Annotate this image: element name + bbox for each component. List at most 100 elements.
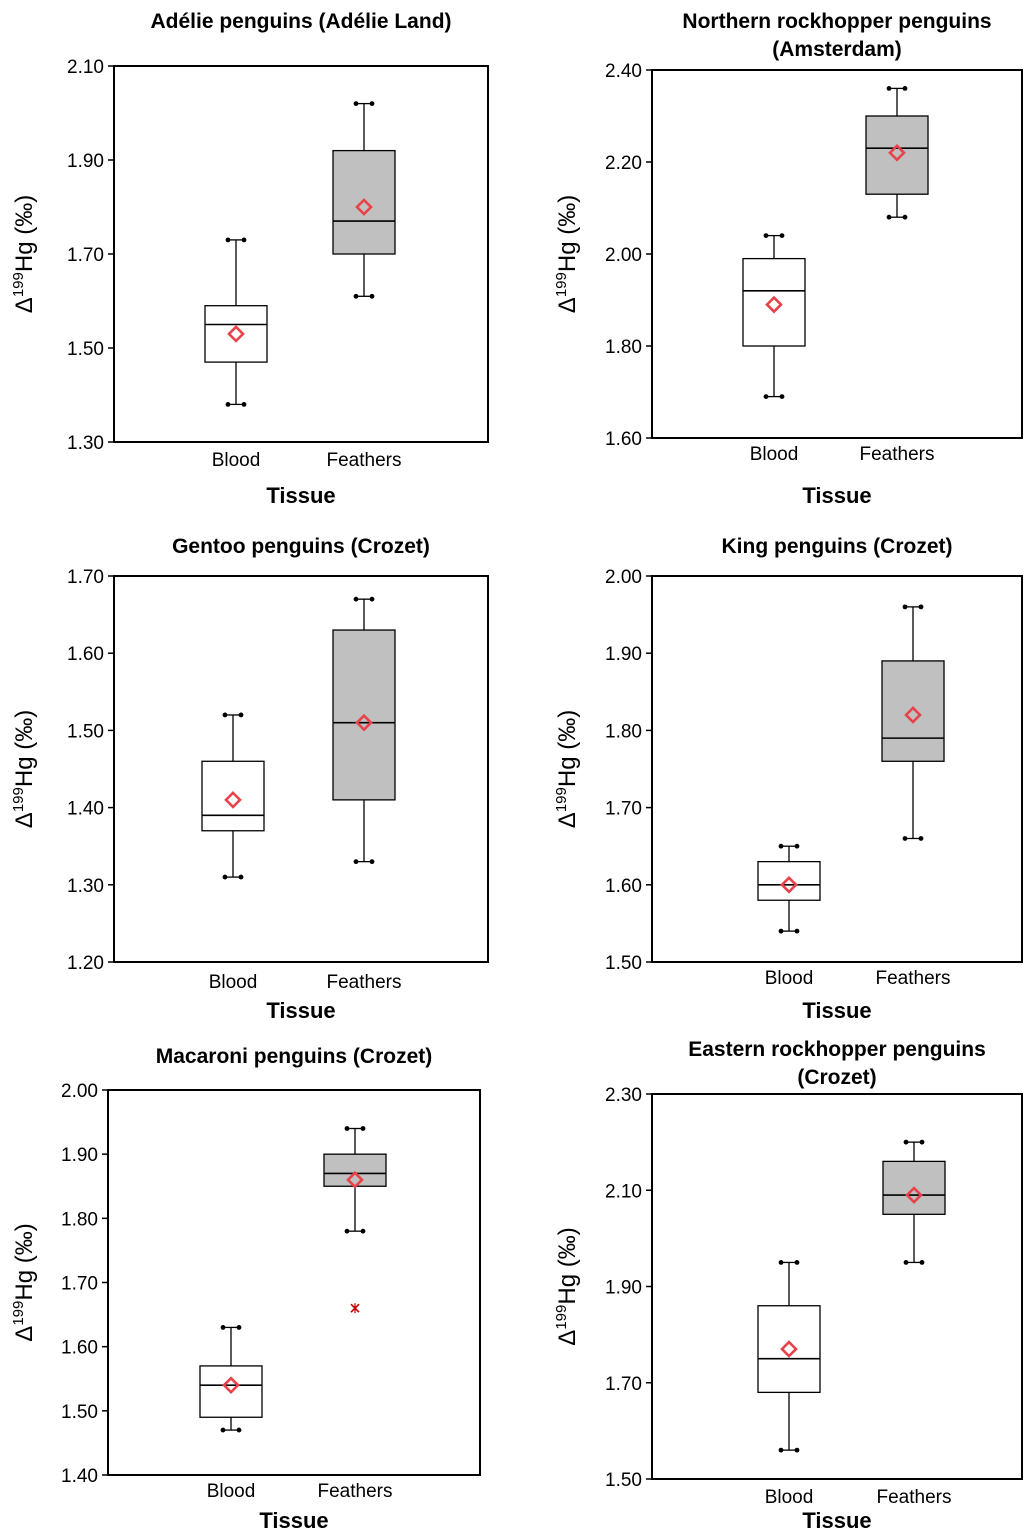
cap-dot <box>369 596 375 602</box>
chart-panel-1: Adélie penguins (Adélie Land) 1.30 1.50 1.7… <box>10 10 489 508</box>
x-axis-label: Tissue <box>802 483 871 508</box>
cap-dot <box>222 712 228 718</box>
y-tick-label: 1.40 <box>61 1466 98 1487</box>
x-tick-label: Feathers <box>860 444 935 465</box>
cap-dot <box>778 1260 784 1265</box>
plot-frame <box>651 575 1023 963</box>
x-tick-label: Blood <box>209 972 258 993</box>
cap-dot <box>360 1126 366 1131</box>
y-tick-label: 2.10 <box>605 1181 642 1202</box>
cap-dot <box>225 402 231 407</box>
y-axis-label: Δ199Hg (‰) <box>10 195 38 313</box>
cap-dot <box>794 1260 800 1265</box>
cap-dot <box>236 1325 242 1330</box>
y-tick-label: 1.70 <box>61 1274 98 1295</box>
cap-dot <box>241 237 247 243</box>
mean-marker <box>355 713 373 732</box>
box-feathers <box>882 1139 946 1265</box>
cap-dot <box>220 1325 226 1330</box>
cap-dot <box>369 859 375 865</box>
cap-dot <box>360 1228 366 1234</box>
cap-dot <box>903 1139 909 1145</box>
y-axis-label: Δ199Hg (‰) <box>10 710 38 828</box>
y-tick-label: 1.60 <box>67 644 104 665</box>
y-axis-label: Δ199Hg (‰) <box>553 195 581 313</box>
y-tick-label: 2.20 <box>605 153 642 174</box>
cap-dot <box>778 928 784 934</box>
cap-dot <box>369 293 375 299</box>
iqr-box <box>323 1153 387 1187</box>
y-tick-label: 1.80 <box>61 1209 98 1230</box>
cap-dot <box>902 86 908 91</box>
y-tick-label: 2.00 <box>605 567 642 588</box>
y-tick-label: 1.30 <box>67 433 104 454</box>
x-axis-label: Tissue <box>266 483 335 508</box>
cap-dot <box>918 836 924 841</box>
x-tick-label: Feathers <box>876 968 951 989</box>
cap-dot <box>353 596 359 602</box>
y-tick-label: 1.80 <box>605 337 642 358</box>
cap-dot <box>794 1447 800 1453</box>
x-tick-label: Feathers <box>327 972 402 993</box>
x-tick-label: Blood <box>207 1481 256 1502</box>
chart-title: (Amsterdam) <box>772 38 902 61</box>
box-feathers <box>865 86 929 220</box>
cap-dot <box>886 214 892 220</box>
x-tick-label: Feathers <box>327 450 402 471</box>
outlier-marker <box>350 1303 360 1314</box>
cap-dot <box>918 604 924 610</box>
cap-dot <box>222 874 228 880</box>
y-tick-label: 1.20 <box>67 953 104 974</box>
y-tick-label: 1.50 <box>61 1402 98 1423</box>
cap-dot <box>238 712 244 718</box>
y-tick-label: 1.60 <box>605 876 642 897</box>
y-tick-label: 1.70 <box>605 799 642 820</box>
cap-dot <box>794 843 800 849</box>
cap-dot <box>902 604 908 610</box>
chart-panel-6: Eastern rockhopper penguins (Crozet) 1.50 1… <box>553 1038 1023 1533</box>
y-axis-label: Δ199Hg (‰) <box>553 1227 581 1345</box>
mean-marker <box>765 295 783 314</box>
chart-title: Macaroni penguins (Crozet) <box>156 1045 433 1068</box>
cap-dot <box>903 1260 909 1265</box>
mean-marker <box>227 325 245 343</box>
x-tick-label: Blood <box>212 450 261 471</box>
plot-frame <box>107 1089 481 1476</box>
iqr-box <box>881 660 945 762</box>
cap-dot <box>763 394 769 399</box>
x-axis-label: Tissue <box>259 1508 328 1533</box>
iqr-box <box>757 1305 821 1394</box>
cap-dot <box>778 843 784 849</box>
x-axis-label: Tissue <box>266 998 335 1023</box>
y-tick-label: 1.60 <box>61 1338 98 1359</box>
y-tick-label: 1.90 <box>61 1145 98 1166</box>
mean-marker <box>904 706 922 724</box>
box-blood <box>742 233 806 399</box>
chart-title: King penguins (Crozet) <box>722 535 953 558</box>
cap-dot <box>353 293 359 299</box>
y-tick-label: 1.50 <box>605 1470 642 1491</box>
iqr-box <box>865 115 929 195</box>
chart-panel-3: Gentoo penguins (Crozet) 1.20 1.30 1.40 1.50… <box>10 535 489 1023</box>
y-tick-label: 2.30 <box>605 1085 642 1106</box>
cap-dot <box>778 1447 784 1453</box>
chart-title: Gentoo penguins (Crozet) <box>172 535 430 558</box>
cap-dot <box>238 874 244 880</box>
mean-marker <box>355 198 373 216</box>
y-tick-label: 1.90 <box>605 1278 642 1299</box>
cap-dot <box>353 859 359 865</box>
y-tick-label: 2.40 <box>605 61 642 82</box>
y-tick-label: 1.40 <box>67 799 104 820</box>
y-tick-label: 1.70 <box>67 567 104 588</box>
plot-frame <box>113 575 489 963</box>
mean-marker <box>346 1170 364 1189</box>
cap-dot <box>886 86 892 91</box>
y-tick-label: 2.00 <box>605 245 642 266</box>
mean-marker <box>888 143 906 162</box>
box-feathers <box>332 101 396 299</box>
cap-dot <box>369 101 375 106</box>
cap-dot <box>220 1427 226 1433</box>
box-blood <box>204 237 268 407</box>
cap-dot <box>763 233 769 239</box>
